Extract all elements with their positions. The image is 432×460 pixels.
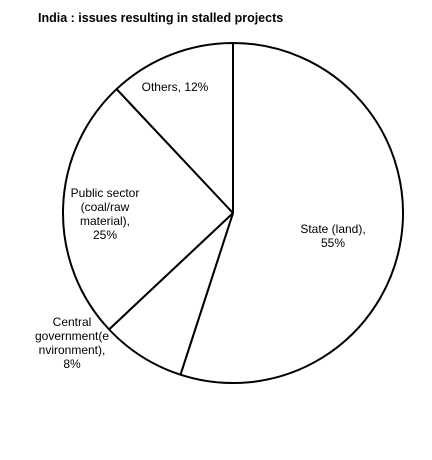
slice-label: Others, 12% (142, 80, 209, 94)
slice-label: Public sector (coal/raw material), 25% (71, 186, 140, 242)
slice-label-line: Others, 12% (142, 80, 209, 94)
pie-slice (62, 88, 234, 331)
chart-title: India : issues resulting in stalled proj… (38, 11, 283, 25)
slice-label-line: (coal/raw (81, 200, 130, 214)
slice-label: State (land), 55% (300, 222, 365, 250)
slice-label-line: Public sector (71, 186, 140, 200)
pie-slice (115, 42, 234, 214)
slice-label-line: material), (80, 214, 130, 228)
slice-label-line: Central (53, 315, 92, 329)
pie-slice (179, 42, 404, 384)
slice-label-line: 55% (321, 236, 345, 250)
slice-label-line: 25% (93, 228, 117, 242)
slice-label-line: government(e (35, 329, 109, 343)
slice-label-line: 8% (63, 357, 81, 371)
slice-label: Central government(e nvironment), 8% (35, 315, 109, 371)
slice-label-line: nvironment), (39, 343, 106, 357)
slice-label-line: State (land), (300, 222, 365, 236)
